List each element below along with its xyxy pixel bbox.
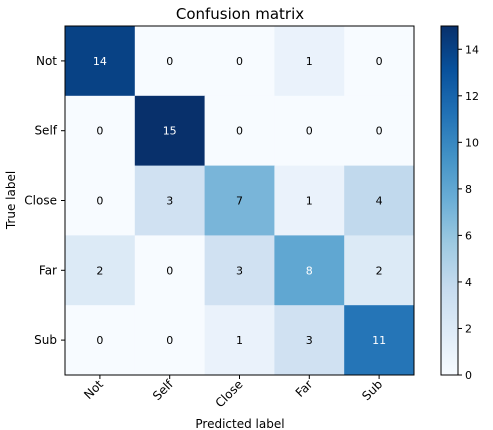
heatmap-cell xyxy=(344,305,415,376)
cell-value-label: 11 xyxy=(372,334,386,347)
heatmap-cell xyxy=(344,95,415,167)
heatmap-cell xyxy=(204,165,275,236)
x-tick-label: Not xyxy=(81,377,106,402)
heatmap-cell xyxy=(65,235,136,306)
heatmap-cells xyxy=(65,26,415,376)
cell-value-label: 0 xyxy=(166,55,173,68)
heatmap-cell xyxy=(204,95,275,167)
cell-value-label: 0 xyxy=(96,125,103,138)
y-tick-label: Self xyxy=(34,124,57,138)
colorbar-tick-label: 2 xyxy=(465,322,472,335)
heatmap-cell xyxy=(204,305,275,376)
heatmap-cell-values: 14 0 0 1 00 15 0 0 00 3 7 1 42 0 3 8 20 0 1 3 11 xyxy=(93,55,386,347)
cell-value-label: 0 xyxy=(376,125,383,138)
colorbar-tick-label: 0 xyxy=(465,369,472,382)
heatmap-cell xyxy=(134,95,206,167)
x-tick-label: Close xyxy=(213,377,246,410)
cell-value-label: 1 xyxy=(236,334,243,347)
cell-value-label: 4 xyxy=(376,195,383,208)
cell-value-label: 0 xyxy=(236,55,243,68)
y-tick-label: Far xyxy=(39,263,57,277)
chart-title: Confusion matrix xyxy=(176,5,304,23)
x-axis-label: Predicted label xyxy=(195,417,284,430)
cell-value-label: 1 xyxy=(306,195,313,208)
cell-value-label: 0 xyxy=(96,334,103,347)
cell-value-label: 1 xyxy=(306,55,313,68)
cell-value-label: 2 xyxy=(376,264,383,277)
heatmap-cell xyxy=(65,26,136,97)
x-tick-label: Self xyxy=(150,377,176,403)
colorbar-tick-label: 10 xyxy=(465,136,479,149)
heatmap-cell xyxy=(204,235,275,306)
colorbar-ticks: 0 2 4 6 8 10 12 14 xyxy=(458,43,479,382)
heatmap-cell xyxy=(65,305,136,376)
heatmap-cell xyxy=(204,26,275,97)
cell-value-label: 0 xyxy=(166,334,173,347)
cell-value-label: 14 xyxy=(93,55,107,68)
heatmap-cell xyxy=(134,26,206,97)
cell-value-label: 3 xyxy=(236,264,243,277)
x-tick-label: Far xyxy=(293,377,316,400)
heatmap-cell xyxy=(344,165,415,236)
cell-value-label: 0 xyxy=(236,125,243,138)
x-tick-label: Sub xyxy=(359,377,385,403)
y-tick-label: Sub xyxy=(34,333,57,347)
heatmap-cell xyxy=(134,305,206,376)
y-tick-label: Close xyxy=(24,194,57,208)
heatmap-cell xyxy=(65,95,136,167)
colorbar-tick-label: 12 xyxy=(465,90,479,103)
heatmap-cell xyxy=(65,165,136,236)
colorbar-tick-label: 4 xyxy=(465,276,472,289)
y-axis-label: True label xyxy=(4,171,18,230)
heatmap-cell xyxy=(274,165,345,236)
cell-value-label: 15 xyxy=(163,125,177,138)
heatmap-cell xyxy=(274,95,345,167)
cell-value-label: 0 xyxy=(166,264,173,277)
cell-value-label: 8 xyxy=(306,264,313,277)
cell-value-label: 0 xyxy=(376,55,383,68)
heatmap-cell xyxy=(344,26,415,97)
heatmap-cell xyxy=(134,235,206,306)
colorbar-tick-label: 8 xyxy=(465,183,472,196)
cell-value-label: 3 xyxy=(166,195,173,208)
heatmap-cell xyxy=(274,26,345,97)
cell-value-label: 7 xyxy=(236,195,243,208)
colorbar-tick-label: 6 xyxy=(465,229,472,242)
heatmap-cell xyxy=(134,165,206,236)
y-tick-label: Not xyxy=(36,54,57,68)
cell-value-label: 3 xyxy=(306,334,313,347)
x-axis-ticks: Not Self Close Far Sub xyxy=(81,375,385,410)
cell-value-label: 0 xyxy=(96,195,103,208)
y-axis-ticks: Not Self Close Far Sub xyxy=(24,54,65,347)
colorbar-tick-label: 14 xyxy=(465,43,479,56)
cell-value-label: 2 xyxy=(96,264,103,277)
cell-value-label: 0 xyxy=(306,125,313,138)
heatmap-cell xyxy=(344,235,415,306)
colorbar xyxy=(440,25,459,376)
heatmap-cell xyxy=(274,235,345,306)
heatmap-cell xyxy=(274,305,345,376)
